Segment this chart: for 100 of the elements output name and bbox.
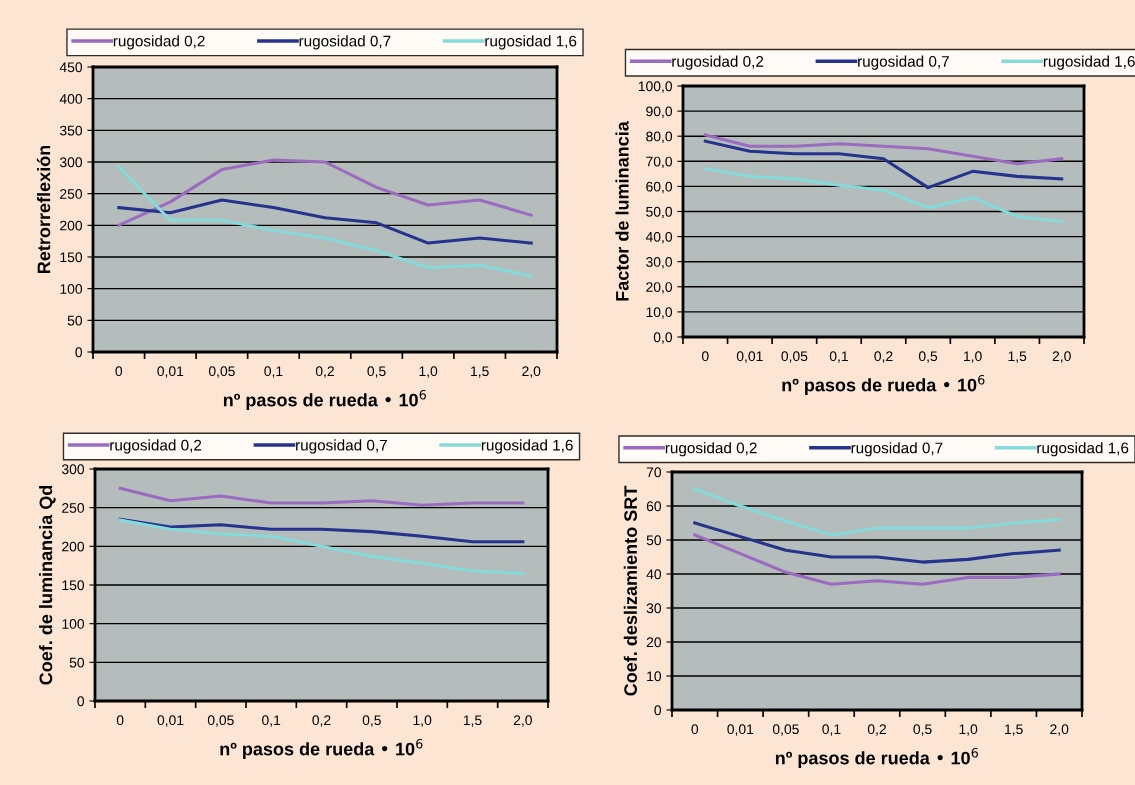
y-axis-title: Factor de luminancia — [615, 121, 629, 301]
x-axis-title: nº pasos de rueda • 10$^{6}$ — [223, 389, 426, 410]
x-tick-label: 0 — [701, 351, 709, 362]
x-tick-label: 0,2 — [874, 351, 893, 363]
x-tick-label: 0,5 — [362, 715, 381, 727]
line-series — [703, 139, 1064, 190]
legend-label: rugosidad 0,7 — [851, 442, 943, 457]
legend-label: rugosidad 0,2 — [110, 439, 202, 454]
y-axis-title: Retrorreflexión — [36, 145, 51, 273]
y-tick-label: 150 — [62, 580, 85, 591]
y-axis-title: Coef. deslizamiento SRT — [623, 485, 638, 696]
legend-label: rugosidad 0,2 — [665, 442, 757, 457]
legend-label: rugosidad 0,7 — [299, 35, 391, 50]
x-tick-label: 2,0 — [513, 715, 532, 727]
y-tick-label: 350 — [59, 125, 83, 136]
x-tick-label: 0,1 — [829, 351, 848, 363]
x-tick-label: 0,2 — [312, 715, 331, 727]
x-axis-title: nº pasos de rueda • 10$^{6}$ — [782, 374, 985, 395]
line-series — [693, 533, 1061, 586]
x-tick-label: 0 — [691, 724, 699, 735]
y-tick-label: 20,0 — [646, 282, 673, 294]
y-tick-label: 250 — [60, 189, 83, 199]
y-tick-label: 100 — [60, 284, 83, 294]
y-tick-label: 60 — [646, 501, 662, 512]
y-tick-label: 300 — [61, 464, 85, 475]
x-tick-label: 0 — [116, 715, 124, 726]
legend-label: rugosidad 0,2 — [113, 35, 205, 50]
y-tick-label: 450 — [59, 62, 83, 73]
legend-label: rugosidad 1,6 — [1043, 55, 1135, 70]
line-series — [118, 518, 525, 575]
y-tick-label: 100 — [62, 619, 85, 629]
legend-label: rugosidad 1,6 — [1037, 442, 1129, 457]
legend-label: rugosidad 1,6 — [481, 439, 573, 454]
y-tick-label: 200 — [62, 541, 85, 552]
x-axis-title: nº pasos de rueda • 10$^{6}$ — [775, 747, 978, 768]
legend-label: rugosidad 0,2 — [672, 55, 764, 70]
y-tick-label: 400 — [59, 94, 83, 104]
x-tick-label: 2,0 — [1050, 724, 1069, 736]
line-series — [117, 158, 533, 227]
x-tick-label: 2,0 — [522, 366, 541, 378]
x-tick-label: 0,5 — [913, 724, 932, 736]
x-tick-label: 0,1 — [822, 724, 841, 736]
y-tick-label: 30,0 — [646, 257, 673, 269]
x-axis-title: nº pasos de rueda • 10$^{6}$ — [220, 738, 423, 759]
line-series — [117, 198, 533, 245]
line-series — [693, 487, 1061, 537]
line-series — [118, 517, 525, 544]
x-tick-label: 0,01 — [157, 366, 184, 378]
y-tick-label: 300 — [59, 157, 83, 168]
x-tick-label: 1,0 — [419, 366, 438, 378]
x-tick-label: 0,05 — [772, 724, 799, 736]
x-tick-label: 1,5 — [463, 715, 482, 727]
y-tick-label: 0,0 — [653, 332, 673, 344]
x-tick-label: 1,0 — [413, 715, 432, 727]
y-tick-label: 50 — [69, 657, 85, 668]
y-tick-label: 50 — [67, 315, 83, 326]
x-tick-label: 0,05 — [208, 366, 235, 378]
x-tick-label: 0,2 — [315, 366, 334, 378]
y-tick-label: 90,0 — [646, 106, 673, 118]
y-tick-label: 100,0 — [638, 81, 673, 93]
x-tick-label: 0,5 — [918, 351, 938, 363]
y-tick-label: 250 — [62, 503, 85, 513]
y-tick-label: 50 — [646, 535, 662, 546]
line-series — [703, 133, 1064, 166]
x-tick-label: 0,05 — [207, 715, 234, 727]
x-tick-label: 1,5 — [1005, 724, 1023, 736]
y-tick-label: 30 — [646, 603, 662, 614]
x-tick-label: 1,5 — [471, 366, 489, 378]
y-tick-label: 40,0 — [645, 231, 673, 244]
y-tick-label: 200 — [60, 220, 83, 231]
y-tick-label: 10,0 — [646, 307, 673, 319]
x-tick-label: 0,01 — [157, 715, 184, 727]
y-tick-label: 40 — [646, 569, 662, 580]
y-tick-label: 70 — [646, 467, 662, 478]
x-tick-label: 0,1 — [262, 715, 281, 727]
x-tick-label: 0,2 — [867, 724, 886, 736]
legend-label: rugosidad 0,7 — [296, 439, 387, 454]
legend-label: rugosidad 1,6 — [485, 35, 577, 50]
line-series — [693, 521, 1061, 564]
line-series — [703, 167, 1064, 224]
y-tick-label: 0 — [77, 696, 85, 707]
x-tick-label: 0 — [115, 366, 123, 377]
x-tick-label: 1,5 — [1008, 351, 1027, 363]
y-axis-title: Coef. de luminancia Qd — [39, 485, 56, 685]
x-tick-label: 2,0 — [1052, 351, 1071, 363]
x-tick-label: 1,0 — [959, 724, 978, 736]
x-tick-label: 0,5 — [367, 366, 386, 378]
y-tick-label: 60,0 — [646, 181, 673, 194]
x-tick-label: 1,0 — [964, 351, 982, 363]
x-tick-label: 0,01 — [727, 724, 754, 736]
y-tick-label: 50,0 — [646, 206, 673, 219]
x-tick-label: 0,1 — [264, 366, 283, 378]
x-tick-label: 0,01 — [736, 351, 763, 363]
y-tick-label: 150 — [60, 252, 83, 263]
y-tick-label: 10 — [647, 671, 662, 682]
y-tick-label: 80,0 — [646, 131, 673, 144]
line-series — [118, 486, 525, 507]
line-series — [117, 165, 533, 278]
y-tick-label: 20 — [646, 637, 662, 648]
y-tick-label: 70,0 — [646, 156, 673, 169]
